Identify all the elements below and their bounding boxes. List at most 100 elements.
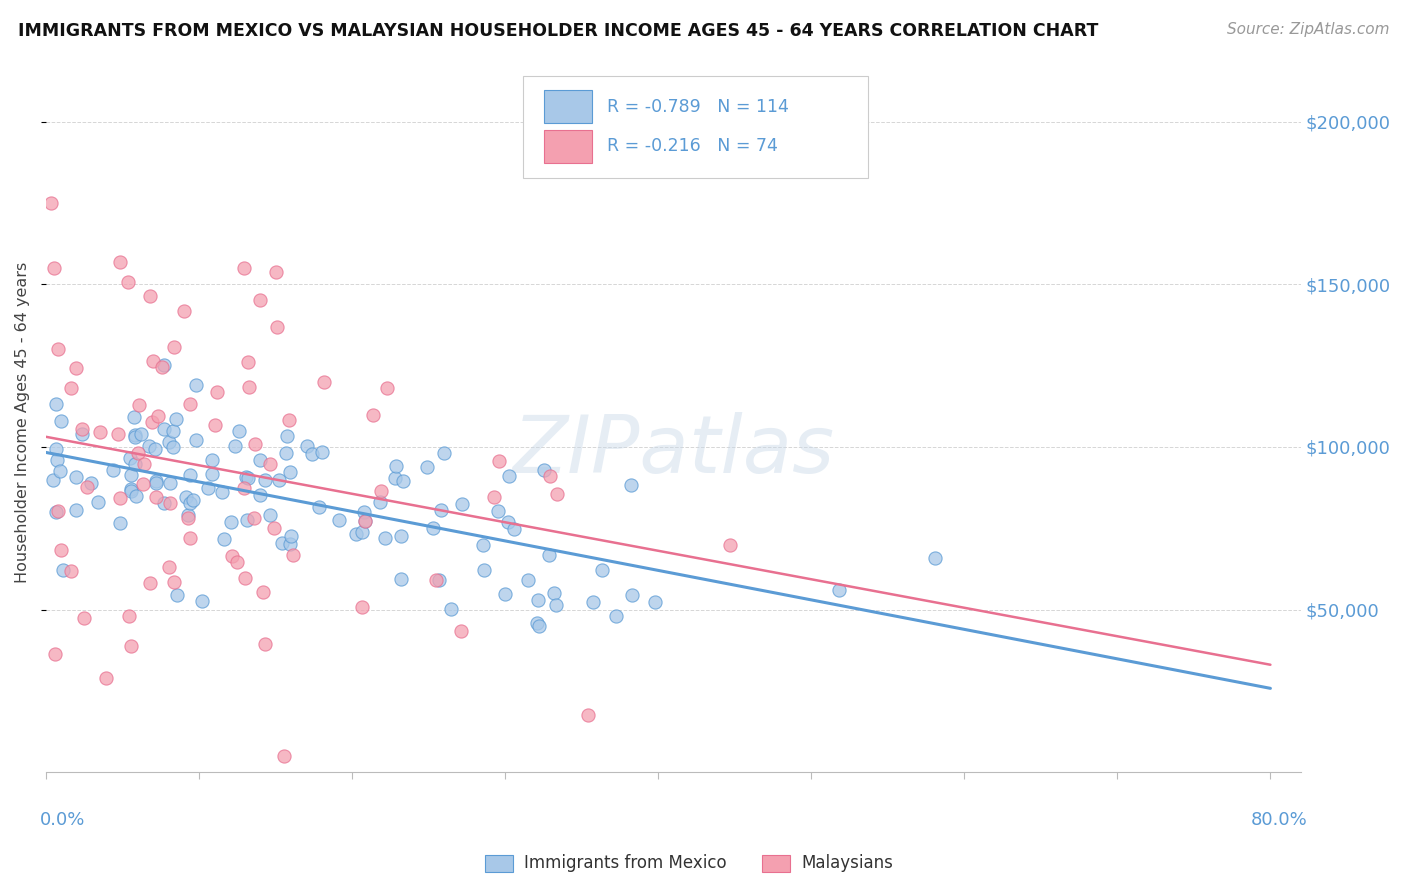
Point bbox=[179, 468, 201, 483]
Point bbox=[197, 481, 219, 495]
Text: Immigrants from Mexico: Immigrants from Mexico bbox=[524, 855, 727, 872]
Point bbox=[120, 482, 142, 496]
Point bbox=[118, 609, 141, 624]
Point bbox=[226, 555, 249, 569]
Point bbox=[543, 585, 565, 599]
Point bbox=[224, 439, 246, 453]
Point bbox=[253, 637, 276, 651]
Point bbox=[374, 532, 396, 546]
Point bbox=[352, 600, 374, 615]
Point bbox=[353, 506, 375, 520]
Point bbox=[494, 587, 516, 601]
Point bbox=[392, 474, 415, 488]
Point bbox=[101, 463, 124, 477]
Y-axis label: Householder Income Ages 45 - 64 years: Householder Income Ages 45 - 64 years bbox=[15, 262, 30, 583]
Point bbox=[132, 458, 155, 472]
Point bbox=[165, 412, 187, 426]
Point bbox=[498, 469, 520, 483]
Point bbox=[212, 532, 235, 546]
Point bbox=[211, 485, 233, 500]
Point bbox=[73, 610, 96, 624]
Point bbox=[157, 560, 180, 574]
Point bbox=[221, 549, 243, 564]
Point bbox=[60, 381, 83, 395]
Point bbox=[179, 532, 201, 546]
FancyBboxPatch shape bbox=[544, 90, 592, 123]
Point bbox=[49, 414, 72, 428]
Point bbox=[132, 476, 155, 491]
Point bbox=[621, 588, 644, 602]
Point bbox=[70, 422, 93, 436]
Point bbox=[591, 563, 613, 577]
Point bbox=[527, 593, 550, 607]
Point bbox=[245, 437, 267, 451]
Point bbox=[139, 576, 162, 591]
Text: IMMIGRANTS FROM MEXICO VS MALAYSIAN HOUSEHOLDER INCOME AGES 45 - 64 YEARS CORREL: IMMIGRANTS FROM MEXICO VS MALAYSIAN HOUS… bbox=[18, 22, 1098, 40]
Point bbox=[527, 619, 550, 633]
Point bbox=[42, 261, 65, 276]
Point bbox=[537, 549, 560, 563]
Point bbox=[546, 487, 568, 501]
Point bbox=[233, 571, 256, 585]
Point bbox=[201, 453, 224, 467]
Point bbox=[471, 538, 494, 552]
Point bbox=[138, 439, 160, 453]
Point bbox=[581, 595, 603, 609]
Point bbox=[45, 505, 67, 519]
Point bbox=[236, 513, 259, 527]
Point bbox=[65, 502, 87, 516]
Point bbox=[139, 289, 162, 303]
Point bbox=[44, 647, 66, 661]
Point bbox=[127, 445, 149, 459]
Point bbox=[141, 415, 163, 429]
Point bbox=[259, 457, 281, 471]
Point bbox=[238, 471, 260, 485]
Point bbox=[243, 510, 266, 524]
Point bbox=[145, 490, 167, 504]
Point bbox=[259, 508, 281, 522]
Text: Malaysians: Malaysians bbox=[801, 855, 893, 872]
Point bbox=[828, 582, 851, 597]
Point bbox=[450, 624, 472, 639]
Point bbox=[181, 492, 204, 507]
Point bbox=[278, 465, 301, 479]
Point bbox=[297, 438, 319, 452]
Point bbox=[184, 434, 207, 448]
Point bbox=[361, 408, 384, 422]
Point bbox=[389, 572, 412, 586]
Point bbox=[352, 524, 374, 539]
Point bbox=[488, 454, 510, 468]
Point bbox=[70, 427, 93, 442]
Point bbox=[65, 470, 87, 484]
Text: R = -0.216   N = 74: R = -0.216 N = 74 bbox=[607, 137, 778, 155]
Point bbox=[145, 475, 167, 489]
Point bbox=[45, 397, 67, 411]
Point bbox=[124, 489, 146, 503]
Point bbox=[143, 442, 166, 456]
Point bbox=[120, 639, 142, 653]
Point bbox=[644, 594, 666, 608]
Point bbox=[439, 602, 461, 616]
Text: ZIPatlas: ZIPatlas bbox=[512, 411, 835, 490]
Point bbox=[80, 476, 103, 491]
Point bbox=[924, 550, 946, 565]
Point bbox=[122, 410, 145, 425]
Point bbox=[45, 442, 67, 456]
Point bbox=[328, 514, 350, 528]
Point bbox=[159, 496, 181, 510]
Point bbox=[249, 293, 271, 307]
Point bbox=[484, 490, 506, 504]
Point bbox=[173, 304, 195, 318]
Point bbox=[124, 457, 146, 471]
Point bbox=[107, 426, 129, 441]
Point bbox=[159, 475, 181, 490]
Point bbox=[314, 375, 336, 389]
Point bbox=[278, 537, 301, 551]
Point bbox=[46, 504, 69, 518]
Point bbox=[179, 397, 201, 411]
Point bbox=[60, 564, 83, 578]
Point bbox=[354, 514, 377, 528]
Point bbox=[236, 355, 259, 369]
Point bbox=[516, 573, 538, 587]
Text: R = -0.789   N = 114: R = -0.789 N = 114 bbox=[607, 97, 789, 116]
